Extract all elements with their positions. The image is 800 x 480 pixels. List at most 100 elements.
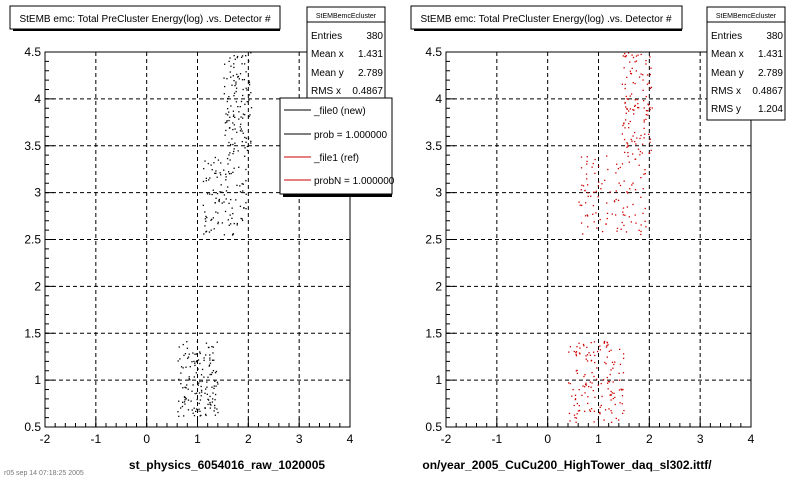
data-point — [239, 126, 241, 128]
data-point — [210, 219, 212, 221]
data-point — [230, 105, 232, 107]
data-point — [633, 113, 635, 115]
data-point — [618, 389, 621, 391]
data-point — [622, 211, 624, 213]
right-stats-label: RMS y — [711, 104, 741, 115]
right-stats-label: RMS x — [711, 86, 741, 97]
data-point — [609, 373, 611, 376]
data-point — [574, 416, 576, 419]
data-point — [235, 81, 237, 83]
data-point — [573, 414, 576, 416]
data-point — [606, 356, 609, 358]
data-point — [590, 195, 592, 197]
data-point — [607, 344, 609, 346]
data-point — [177, 411, 179, 413]
data-point — [238, 118, 240, 120]
data-point — [587, 195, 589, 198]
data-point — [569, 382, 571, 385]
data-point — [629, 61, 631, 63]
data-point — [217, 159, 220, 161]
data-point — [217, 411, 219, 414]
data-point — [644, 220, 646, 223]
data-point — [226, 108, 229, 110]
data-point — [212, 370, 215, 372]
data-point — [633, 105, 636, 107]
data-point — [248, 115, 250, 118]
data-point — [215, 385, 217, 387]
data-point — [618, 372, 620, 375]
data-point — [593, 341, 596, 343]
data-point — [623, 224, 625, 227]
data-point — [233, 66, 235, 69]
data-point — [208, 365, 210, 367]
right-x-axis-label: on/year_2005_CuCu200_HighTower_daq_sl302… — [422, 458, 712, 472]
left-stats-label: RMS x — [311, 86, 341, 97]
data-point — [627, 145, 629, 147]
data-point — [575, 351, 577, 354]
x-tick-label: -2 — [441, 432, 452, 446]
right-stats-label: Entries — [711, 31, 742, 42]
data-point — [177, 360, 179, 362]
data-point — [243, 78, 246, 81]
data-point — [241, 63, 243, 65]
data-point — [584, 215, 587, 217]
data-point — [620, 388, 622, 390]
data-point — [596, 227, 598, 229]
data-point — [597, 185, 600, 187]
data-point — [233, 79, 235, 82]
data-point — [245, 55, 247, 57]
data-point — [579, 347, 581, 349]
data-point — [575, 353, 577, 355]
data-point — [208, 231, 211, 233]
data-point — [645, 110, 648, 112]
data-point — [209, 403, 211, 405]
data-point — [233, 114, 235, 116]
data-point — [238, 166, 240, 168]
data-point — [618, 419, 620, 421]
data-point — [645, 226, 647, 228]
data-point — [622, 207, 625, 209]
data-point — [638, 164, 640, 166]
data-point — [619, 184, 622, 187]
data-point — [635, 55, 638, 57]
data-point — [191, 361, 193, 363]
data-point — [231, 217, 233, 219]
data-point — [644, 133, 646, 135]
data-point — [180, 372, 182, 374]
x-tick-label: 2 — [245, 432, 252, 446]
data-point — [643, 127, 645, 130]
data-point — [239, 130, 242, 132]
data-point — [591, 382, 593, 384]
data-point — [606, 155, 608, 157]
legend-shadow — [283, 194, 392, 197]
data-point — [642, 100, 645, 102]
data-point — [225, 179, 227, 181]
data-point — [594, 172, 596, 175]
data-point — [599, 345, 601, 347]
data-point — [240, 56, 243, 58]
data-point — [226, 100, 228, 103]
data-point — [610, 421, 613, 423]
data-point — [593, 221, 595, 223]
data-point — [645, 118, 647, 121]
data-point — [211, 401, 214, 403]
data-point — [589, 381, 591, 383]
y-tick-label: 4 — [34, 92, 41, 106]
data-point — [621, 221, 623, 224]
data-point — [245, 87, 247, 89]
data-point — [210, 404, 212, 406]
data-point — [642, 187, 644, 190]
data-point — [248, 80, 250, 82]
data-point — [209, 177, 211, 179]
data-point — [215, 172, 217, 175]
data-point — [606, 345, 608, 347]
data-point — [191, 390, 193, 392]
data-point — [585, 382, 587, 384]
data-point — [183, 354, 185, 357]
data-point — [591, 166, 593, 168]
data-point — [627, 98, 629, 101]
data-point — [209, 357, 211, 359]
data-point — [229, 152, 231, 154]
data-point — [576, 369, 578, 372]
